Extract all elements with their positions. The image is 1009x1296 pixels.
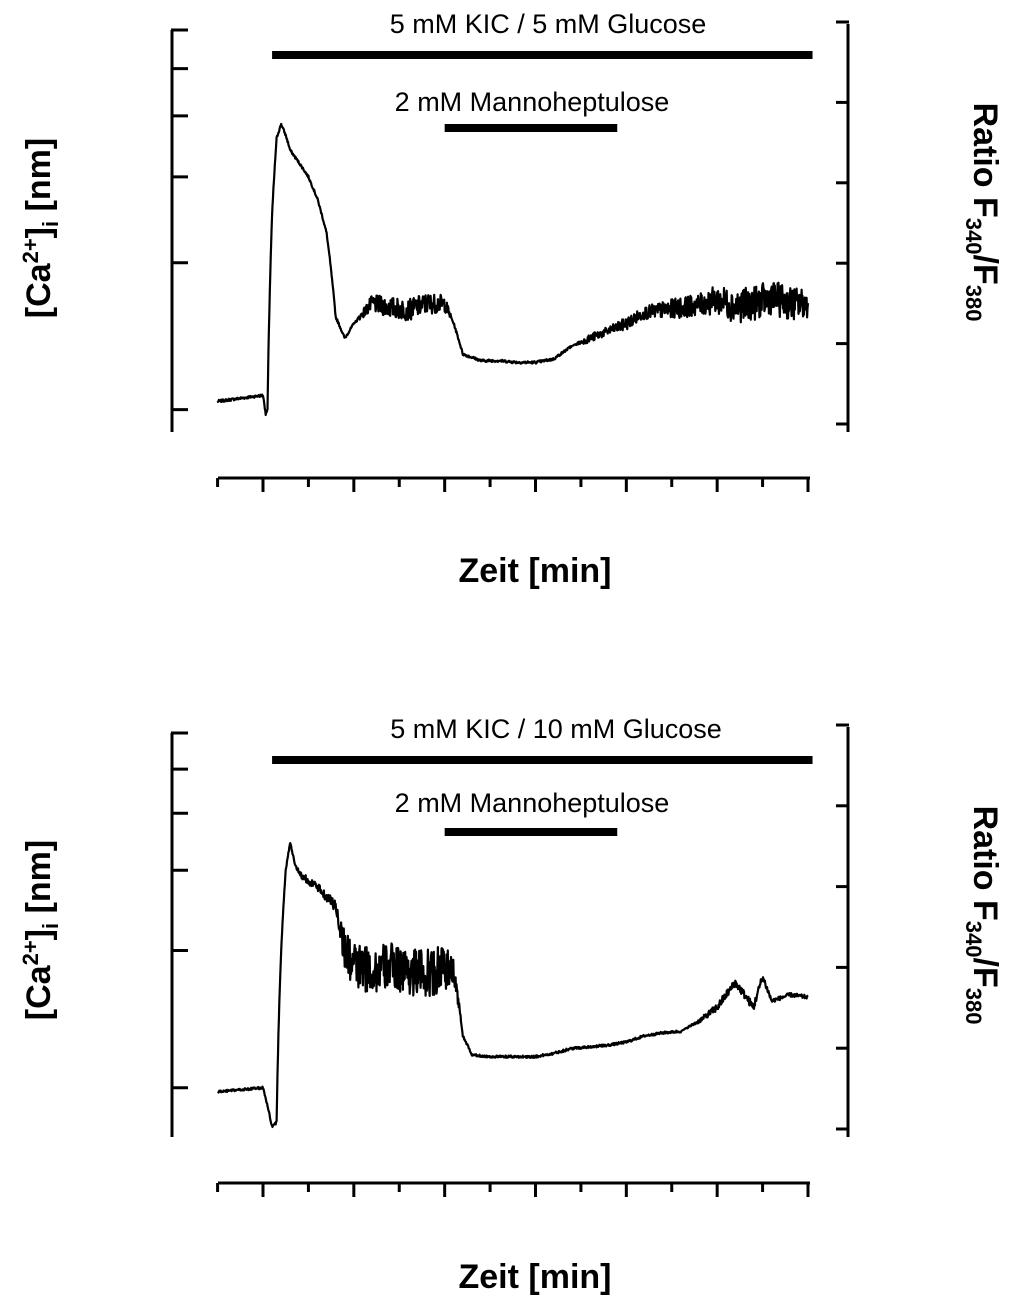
x-axis-title: Zeit [min] — [459, 1258, 612, 1296]
treatment-label-mannoheptulose: 2 mM Mannoheptulose — [395, 788, 670, 818]
left-axis-title: [Ca2+]i [nm] — [18, 840, 63, 1020]
left-axis-title: [Ca2+]i [nm] — [18, 138, 63, 318]
calcium-trace — [216, 122, 810, 417]
treatment-label-kic-glucose: 5 mM KIC / 10 mM Glucose — [390, 714, 722, 744]
chart-panel-bottom: 5 mM KIC / 10 mM Glucose 2 mM Mannoheptu… — [18, 714, 1004, 1296]
right-axis-title: Ratio F340/F380 — [961, 103, 1004, 322]
treatment-label-mannoheptulose: 2 mM Mannoheptulose — [395, 87, 670, 117]
x-axis-title: Zeit [min] — [459, 552, 612, 590]
treatment-label-kic-glucose: 5 mM KIC / 5 mM Glucose — [390, 9, 707, 39]
calcium-trace — [216, 842, 809, 1129]
chart-panel-top: 5 mM KIC / 5 mM Glucose 2 mM Mannoheptul… — [18, 9, 1004, 590]
right-axis-title: Ratio F340/F380 — [961, 806, 1004, 1025]
